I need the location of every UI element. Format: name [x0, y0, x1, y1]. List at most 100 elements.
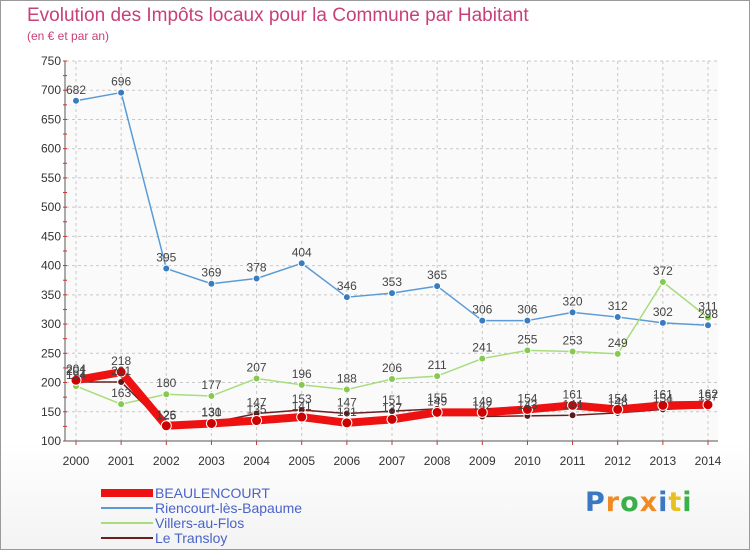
legend-swatch-transloy	[101, 537, 153, 540]
legend-swatch-villers	[101, 522, 153, 525]
legend-label-beaulencourt: BEAULENCOURT	[155, 484, 270, 501]
legend-swatch-riencourt	[101, 507, 153, 510]
data-label: 298	[698, 307, 718, 321]
data-label: 177	[201, 378, 221, 392]
data-point	[72, 96, 80, 105]
x-tick-label: 2002	[153, 454, 180, 468]
data-point	[388, 289, 396, 298]
data-label: 201	[111, 364, 131, 378]
data-label: 365	[427, 268, 447, 282]
x-tick-label: 2008	[424, 454, 451, 468]
chart-subtitle: (en € et par an)	[27, 29, 110, 43]
data-label: 137	[382, 401, 402, 415]
y-tick-label: 150	[41, 405, 61, 419]
x-tick-label: 2005	[288, 454, 315, 468]
y-tick-label: 200	[41, 376, 61, 390]
data-point	[613, 313, 622, 322]
data-point	[117, 88, 126, 97]
data-point	[523, 316, 532, 325]
legend-item-transloy: Le Transloy	[101, 530, 302, 545]
y-tick-label: 300	[41, 317, 61, 331]
data-label: 696	[111, 75, 131, 89]
legend-label-riencourt: Riencourt-lès-Bapaume	[155, 499, 303, 516]
logo-letter: t	[668, 487, 683, 518]
x-tick-label: 2013	[650, 454, 677, 468]
data-point	[342, 409, 351, 418]
data-label: 218	[111, 354, 131, 368]
y-tick-label: 600	[41, 142, 61, 156]
data-label: 147	[337, 396, 357, 410]
data-point	[341, 417, 353, 429]
data-label: 346	[337, 279, 357, 293]
x-tick-label: 2012	[604, 454, 631, 468]
legend-swatch-beaulencourt	[101, 489, 153, 498]
data-point	[207, 279, 216, 288]
data-point	[297, 380, 306, 389]
x-tick-label: 2010	[514, 454, 541, 468]
data-point	[567, 399, 579, 411]
data-label: 153	[292, 392, 312, 406]
data-point	[251, 415, 263, 427]
chart-title: Evolution des Impôts locaux pour la Comm…	[27, 5, 529, 26]
data-label: 161	[563, 387, 583, 401]
data-point	[297, 259, 306, 268]
data-point	[70, 374, 82, 386]
data-point	[658, 318, 667, 327]
x-tick-label: 2009	[469, 454, 496, 468]
data-point	[523, 346, 532, 355]
data-point	[478, 354, 487, 363]
data-point	[704, 313, 712, 322]
logo-letter: x	[639, 487, 659, 518]
x-tick-label: 2001	[108, 454, 135, 468]
data-label: 207	[247, 360, 267, 374]
data-point	[115, 366, 127, 378]
data-point	[478, 316, 487, 325]
legend-item-riencourt: Riencourt-lès-Bapaume	[101, 500, 302, 515]
data-label: 125	[156, 408, 176, 422]
y-tick-label: 350	[41, 288, 61, 302]
data-label: 154	[517, 391, 537, 405]
legend-label-villers: Villers-au-Flos	[155, 514, 245, 531]
data-label: 162	[698, 387, 718, 401]
y-tick-label: 550	[41, 171, 61, 185]
data-label: 249	[608, 336, 628, 350]
chart-legend: BEAULENCOURT Riencourt-lès-Bapaume Ville…	[101, 485, 302, 545]
data-label: 154	[608, 391, 628, 405]
data-point	[568, 411, 577, 420]
data-label: 143	[517, 398, 537, 412]
data-label: 131	[201, 405, 221, 419]
data-label: 369	[201, 266, 221, 280]
data-label: 142	[472, 398, 492, 412]
data-point	[612, 403, 624, 415]
data-label: 131	[337, 405, 357, 419]
data-point	[160, 420, 172, 432]
x-tick-label: 2007	[379, 454, 406, 468]
data-label: 372	[653, 264, 673, 278]
y-tick-label: 750	[41, 54, 61, 68]
data-label: 149	[427, 394, 447, 408]
data-label: 255	[517, 332, 537, 346]
x-tick-label: 2014	[695, 454, 722, 468]
data-point	[658, 277, 667, 286]
logo-letter: o	[620, 487, 640, 518]
data-label: 151	[382, 393, 402, 407]
data-label: 155	[427, 391, 447, 405]
data-label: 196	[292, 367, 312, 381]
logo-letter: i	[682, 487, 693, 518]
data-label: 353	[382, 275, 402, 289]
data-label: 126	[156, 408, 176, 422]
proxiti-logo: Proxiti	[585, 487, 693, 518]
data-label: 395	[156, 251, 176, 265]
data-label: 180	[156, 376, 176, 390]
data-point	[568, 308, 577, 317]
data-label: 201	[66, 364, 86, 378]
y-tick-label: 250	[41, 346, 61, 360]
data-label: 161	[653, 387, 673, 401]
data-label: 141	[292, 399, 312, 413]
data-label: 144	[563, 397, 583, 411]
data-point	[296, 411, 308, 423]
data-label: 312	[608, 299, 628, 313]
y-tick-label: 400	[41, 259, 61, 273]
data-point	[252, 374, 261, 383]
